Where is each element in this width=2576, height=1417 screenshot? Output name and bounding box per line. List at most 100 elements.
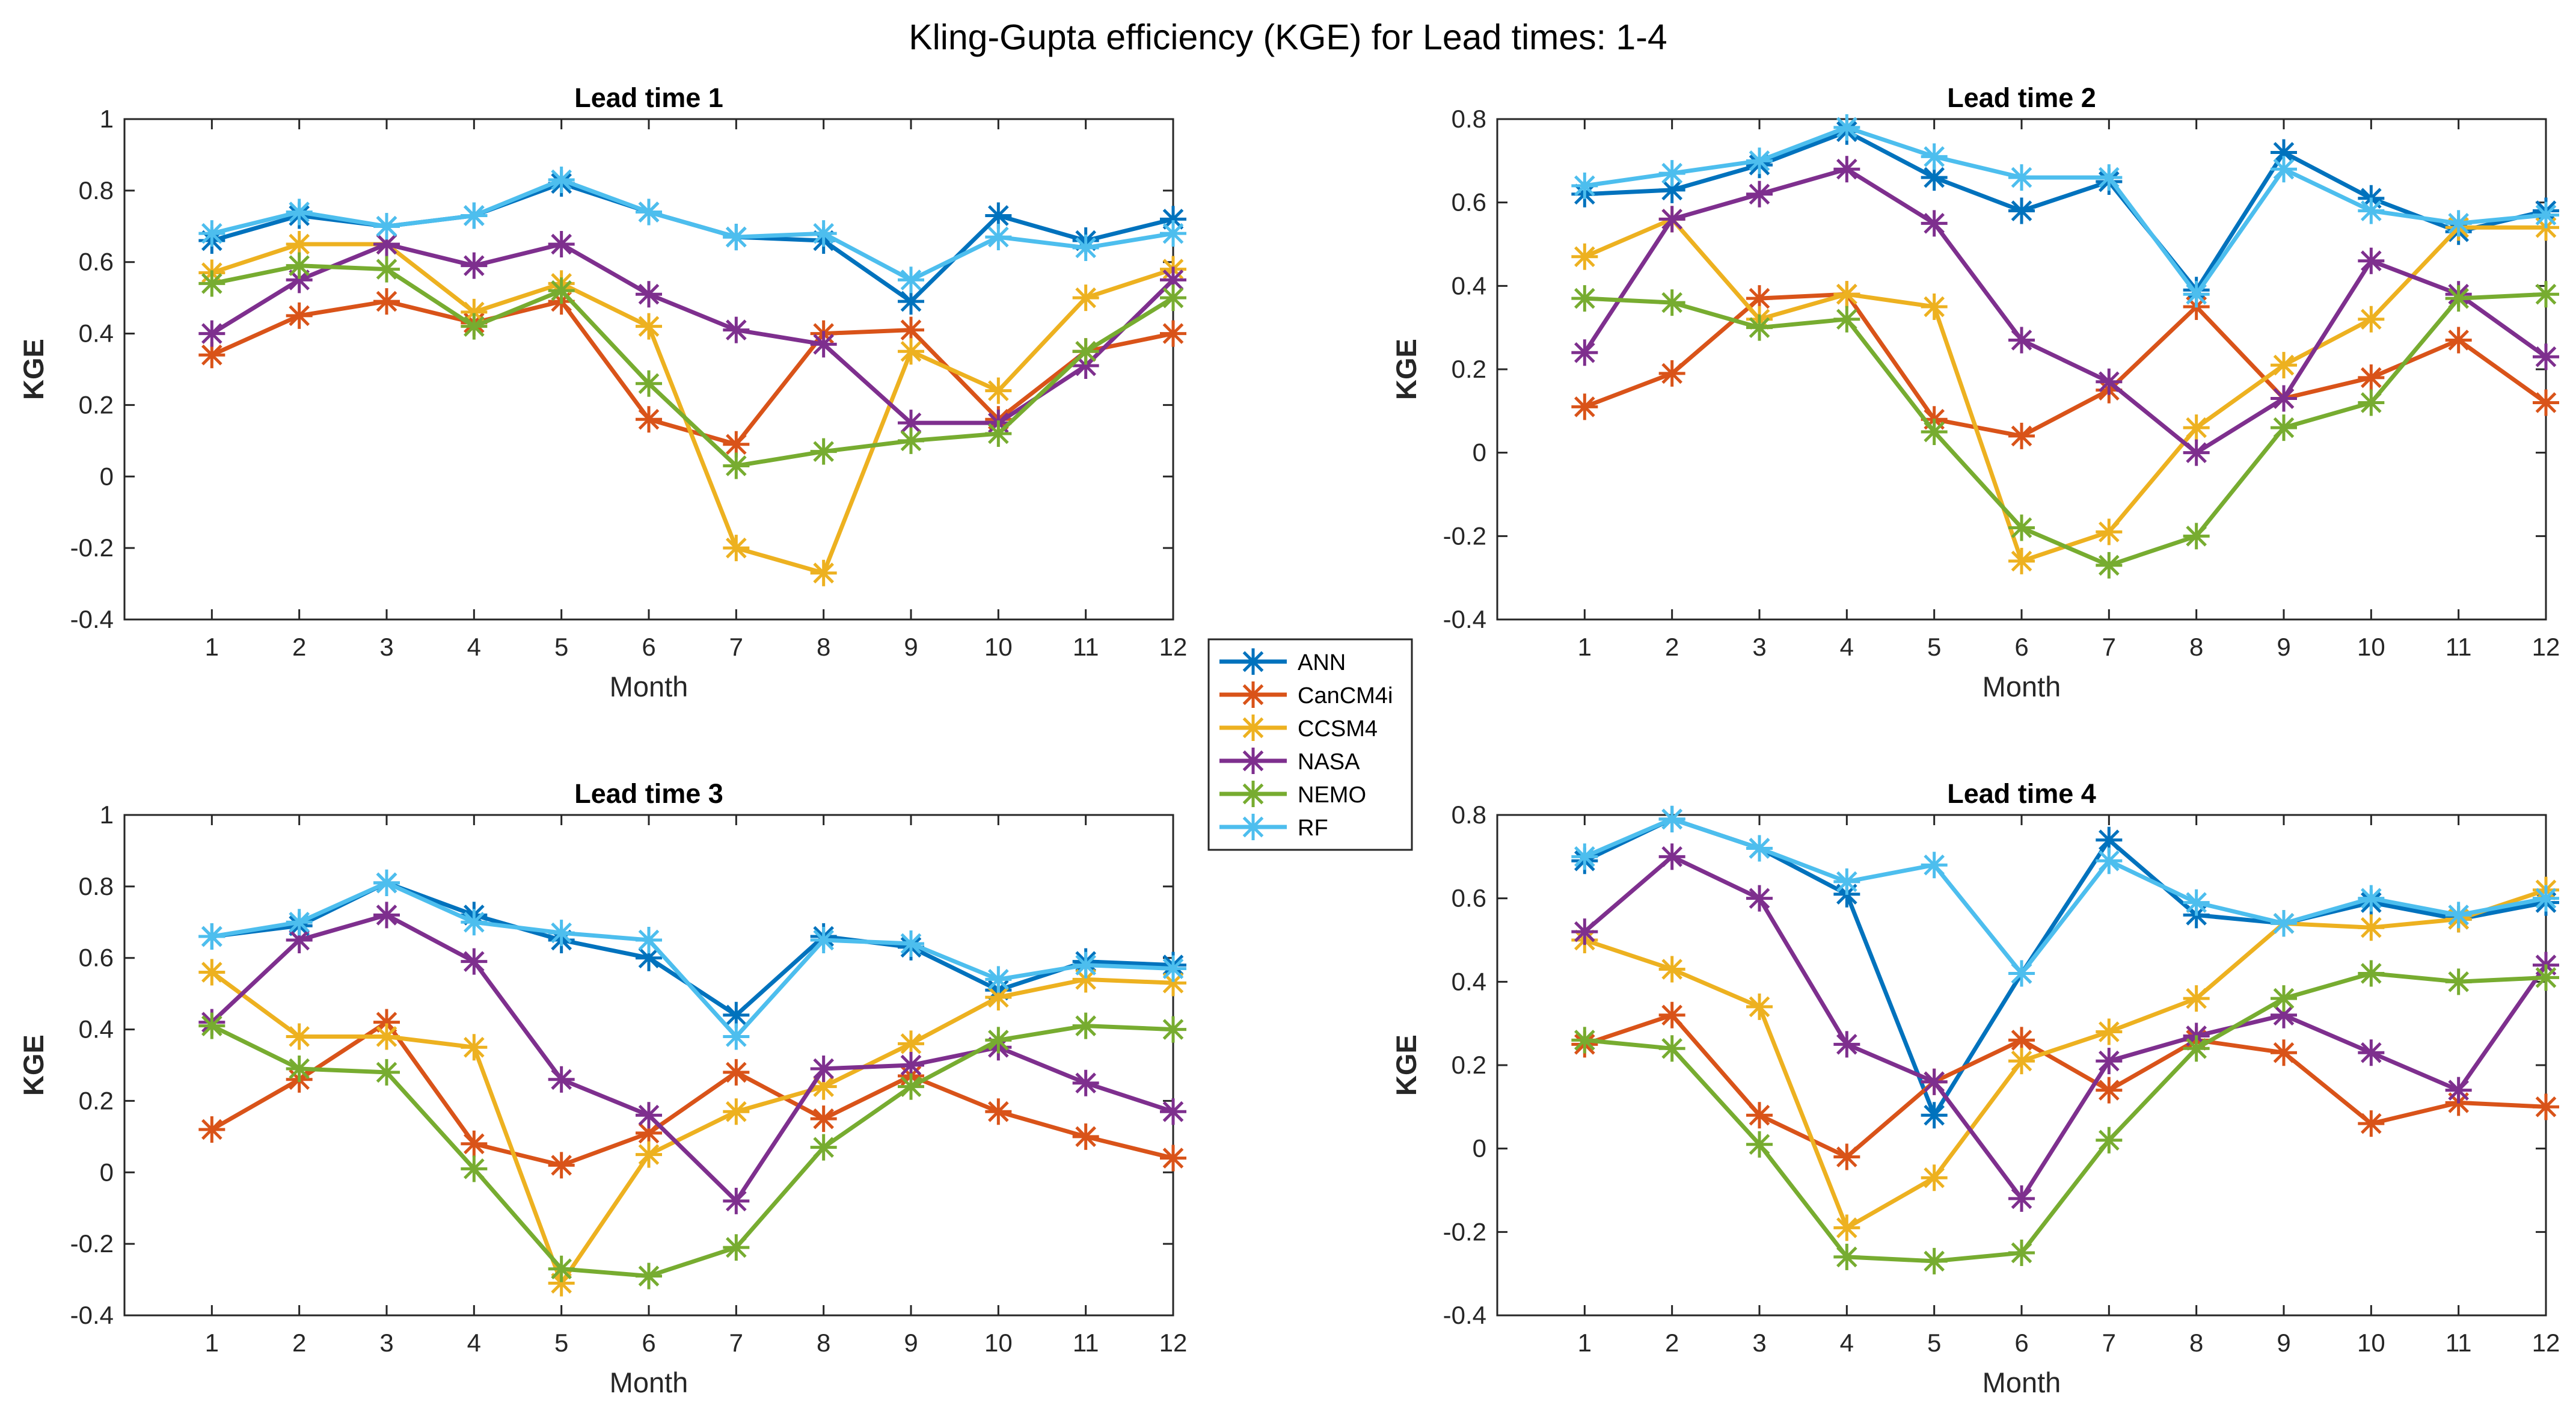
- x-tick-label: 8: [817, 1329, 830, 1357]
- legend-entry-rf: RF: [1219, 814, 1328, 841]
- series-nemo: [198, 1012, 1186, 1289]
- data-point-nemo: [898, 1073, 924, 1100]
- y-tick-label: -0.4: [70, 605, 114, 633]
- x-tick-label: 6: [2014, 633, 2028, 661]
- data-point-nemo: [810, 1134, 837, 1161]
- panel-title: Lead time 3: [574, 778, 723, 809]
- data-point-nemo: [1658, 1035, 1685, 1062]
- legend-label: NASA: [1298, 749, 1360, 775]
- data-point-ccsm4: [1833, 281, 1860, 308]
- data-point-rf: [2533, 201, 2559, 229]
- data-point-ccsm4: [2358, 306, 2385, 333]
- legend-marker: [1240, 648, 1266, 675]
- data-point-nemo: [198, 1012, 225, 1039]
- data-point-ccsm4: [636, 313, 662, 340]
- data-point-ccsm4: [2008, 1048, 2035, 1075]
- data-point-nemo: [2096, 1127, 2123, 1154]
- x-tick-label: 9: [904, 1329, 918, 1357]
- data-point-nemo: [2445, 968, 2472, 995]
- data-point-cancm4i: [1571, 393, 1598, 420]
- data-point-rf: [1072, 951, 1099, 979]
- data-point-nasa: [1072, 1069, 1099, 1096]
- data-point-ccsm4: [2183, 414, 2210, 441]
- series-line-rf: [211, 881, 1174, 1039]
- y-tick-label: 0.4: [79, 319, 114, 348]
- data-point-ccsm4: [1571, 243, 1598, 270]
- x-axis-label: Month: [610, 1366, 688, 1398]
- data-point-ann: [2008, 197, 2035, 224]
- y-axis-label: KGE: [17, 1034, 49, 1096]
- data-point-rf: [1658, 160, 1685, 187]
- data-point-nemo: [723, 452, 750, 479]
- data-point-ccsm4: [810, 559, 837, 586]
- data-point-rf: [898, 266, 924, 294]
- data-point-nasa: [1160, 1098, 1186, 1125]
- x-tick-label: 4: [1840, 633, 1854, 661]
- data-point-nemo: [2445, 285, 2472, 312]
- series-rf: [1571, 805, 2559, 987]
- data-point-ccsm4: [1921, 294, 1948, 320]
- data-point-nasa: [898, 410, 924, 437]
- y-tick-label: 0.8: [1452, 801, 1486, 829]
- legend-marker: [1240, 781, 1266, 807]
- data-point-nasa: [2445, 1077, 2472, 1104]
- data-point-nemo: [548, 1255, 575, 1282]
- data-point-rf: [810, 220, 837, 247]
- y-axis-label: KGE: [1390, 339, 1422, 400]
- data-point-cancm4i: [2533, 389, 2559, 416]
- data-point-rf: [1746, 147, 1773, 174]
- series-line-cancm4i: [1584, 292, 2548, 438]
- data-point-nemo: [636, 370, 662, 397]
- data-point-rf: [198, 923, 225, 950]
- data-point-rf: [2096, 847, 2123, 874]
- data-point-rf: [1833, 868, 1860, 895]
- data-point-cancm4i: [286, 302, 313, 329]
- data-point-nasa: [1658, 206, 1685, 233]
- panel-title: Lead time 1: [574, 82, 723, 113]
- data-point-rf: [2533, 885, 2559, 912]
- x-tick-label: 7: [729, 633, 743, 661]
- legend-marker: [1240, 748, 1266, 774]
- data-point-nemo: [2096, 552, 2123, 579]
- data-point-ann: [1921, 1102, 1948, 1129]
- x-tick-label: 9: [2277, 1329, 2290, 1357]
- data-point-ccsm4: [723, 1098, 750, 1125]
- data-point-cancm4i: [1658, 360, 1685, 387]
- data-point-nemo: [1921, 419, 1948, 445]
- data-point-ccsm4: [898, 338, 924, 365]
- data-point-rf: [2183, 281, 2210, 308]
- x-tick-label: 4: [467, 633, 481, 661]
- data-point-cancm4i: [2271, 1039, 2297, 1066]
- data-point-ccsm4: [1746, 993, 1773, 1020]
- x-tick-label: 10: [2357, 633, 2385, 661]
- data-point-nasa: [1571, 918, 1598, 945]
- y-tick-label: 0.4: [79, 1015, 114, 1044]
- data-point-nasa: [1746, 180, 1773, 207]
- data-point-rf: [810, 927, 837, 953]
- x-axis-label: Month: [1983, 671, 2061, 702]
- series-line-nemo: [210, 1024, 1174, 1279]
- y-tick-label: 0.6: [1452, 188, 1486, 217]
- data-point-nemo: [723, 1234, 750, 1261]
- data-point-cancm4i: [985, 1098, 1012, 1125]
- data-point-cancm4i: [1160, 320, 1186, 347]
- x-tick-label: 12: [1159, 633, 1188, 661]
- data-point-ccsm4: [1072, 284, 1099, 312]
- data-point-ccsm4: [286, 1023, 313, 1050]
- data-point-rf: [1571, 843, 1598, 870]
- data-point-rf: [1571, 172, 1598, 199]
- data-point-nemo: [286, 252, 313, 279]
- data-point-nemo: [2271, 414, 2297, 441]
- data-point-rf: [985, 966, 1012, 993]
- data-point-rf: [2008, 960, 2035, 987]
- data-point-cancm4i: [1160, 1145, 1186, 1172]
- data-point-ccsm4: [1833, 1214, 1860, 1241]
- data-point-nemo: [2358, 960, 2385, 987]
- data-point-rf: [373, 213, 400, 240]
- x-tick-label: 12: [2532, 633, 2560, 661]
- data-point-rf: [2008, 164, 2035, 191]
- x-axis-label: Month: [610, 671, 688, 702]
- data-point-cancm4i: [1072, 1123, 1099, 1150]
- data-point-nasa: [1921, 210, 1948, 237]
- data-point-nemo: [1746, 314, 1773, 341]
